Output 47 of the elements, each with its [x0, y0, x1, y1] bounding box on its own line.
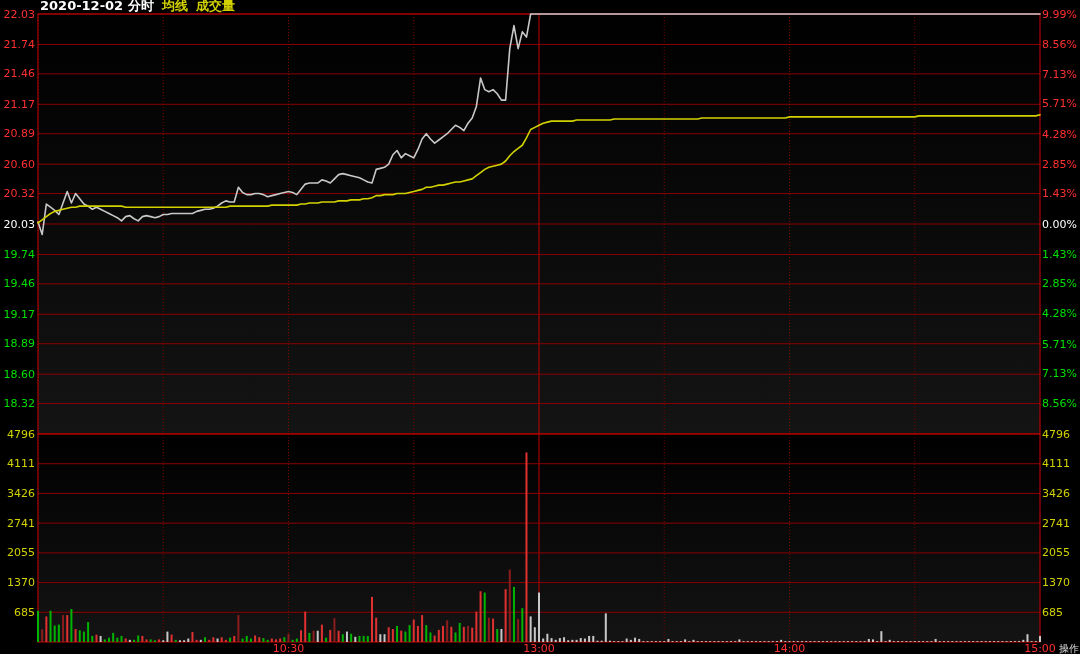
- y-tick-label: 18.60: [3, 367, 35, 381]
- y2-tick-label: 685: [1042, 605, 1063, 619]
- y2-tick-label: 2055: [1042, 546, 1070, 560]
- y-tick-label: 2741: [7, 516, 35, 530]
- y2-tick-label: 5.71%: [1042, 97, 1077, 111]
- y-tick-label: 19.17: [3, 307, 35, 321]
- y2-tick-label: 2.85%: [1042, 277, 1077, 291]
- x-tick-label: 14:00: [773, 641, 806, 654]
- y-tick-label: 19.46: [3, 277, 35, 291]
- x-tick-label: 13:00: [523, 641, 555, 654]
- y2-tick-label: 5.71%: [1042, 337, 1077, 351]
- y-tick-label: 18.89: [3, 337, 35, 351]
- text: 操作: [1059, 642, 1079, 654]
- x-tick-label: 10:30: [272, 641, 305, 654]
- y-tick-label: 1370: [7, 576, 35, 590]
- y2-tick-label: 1.43%: [1042, 247, 1077, 261]
- y2-tick-label: 7.13%: [1042, 67, 1077, 81]
- y-tick-label: 18.32: [3, 397, 35, 411]
- y-tick-label: 3426: [7, 486, 35, 500]
- y-tick-label: 20.03: [3, 217, 35, 231]
- y-tick-label: 21.46: [3, 67, 35, 81]
- y-tick-label: 20.60: [3, 157, 35, 171]
- y2-tick-label: 8.56%: [1042, 37, 1077, 51]
- y2-tick-label: 1370: [1042, 576, 1070, 590]
- y2-tick-label: 2741: [1042, 516, 1070, 530]
- y-tick-label: 20.89: [3, 127, 35, 141]
- y2-tick-label: 3426: [1042, 486, 1070, 500]
- y2-tick-label: 4796: [1042, 427, 1070, 441]
- y-tick-label: 4796: [7, 427, 35, 441]
- x-tick-label: 15:00: [1024, 641, 1056, 654]
- y2-tick-label: 8.56%: [1042, 397, 1077, 411]
- y2-tick-label: 1.43%: [1042, 187, 1077, 201]
- y2-tick-label: 4111: [1042, 457, 1070, 471]
- y2-tick-label: 2.85%: [1042, 157, 1077, 171]
- y2-tick-label: 0.00%: [1042, 217, 1077, 231]
- y2-tick-label: 4.28%: [1042, 307, 1077, 321]
- y-tick-label: 21.74: [3, 37, 35, 51]
- y-tick-label: 685: [14, 605, 35, 619]
- y2-tick-label: 9.99%: [1042, 7, 1077, 21]
- y2-tick-label: 7.13%: [1042, 367, 1077, 381]
- y-tick-label: 4111: [7, 457, 35, 471]
- y-tick-label: 20.32: [3, 187, 35, 201]
- y-tick-label: 21.17: [3, 97, 35, 111]
- y-tick-label: 2055: [7, 546, 35, 560]
- y-tick-label: 19.74: [3, 247, 35, 261]
- y-tick-label: 22.03: [3, 7, 35, 21]
- y2-tick-label: 4.28%: [1042, 127, 1077, 141]
